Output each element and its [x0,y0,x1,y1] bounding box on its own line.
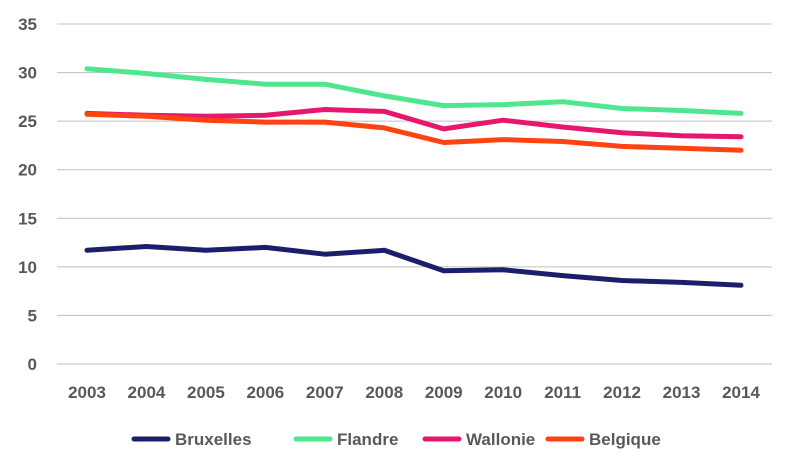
x-axis-tick-labels: 2003 2004 2005 2006 2007 2008 2009 2010 2011 2012… [68,383,760,402]
series-line-bruxelles [84,244,744,288]
x-tick-label: 2006 [246,383,284,402]
legend-label: Wallonie [466,430,535,449]
y-axis-tick-labels: 0 5 10 15 20 25 30 35 [18,15,37,374]
series-line-flandre [84,66,744,116]
x-tick-label: 2010 [484,383,522,402]
x-tick-label: 2013 [663,383,701,402]
x-tick-label: 2004 [128,383,166,402]
legend-label: Bruxelles [175,430,252,449]
series-lines [84,66,744,288]
series-line-belgique [84,111,744,153]
y-tick-label: 15 [18,209,37,228]
x-tick-label: 2007 [306,383,344,402]
y-tick-label: 25 [18,112,37,131]
x-tick-label: 2009 [425,383,463,402]
legend-item-flandre: Flandre [293,430,398,449]
y-tick-label: 30 [18,64,37,83]
series-line-wallonie [84,107,744,140]
y-tick-label: 0 [28,355,37,374]
x-tick-label: 2003 [68,383,106,402]
y-tick-label: 35 [18,15,37,34]
legend-label: Flandre [337,430,398,449]
x-tick-label: 2014 [722,383,760,402]
x-tick-label: 2011 [544,383,581,402]
y-tick-label: 10 [18,258,37,277]
x-tick-label: 2008 [365,383,403,402]
x-tick-label: 2005 [187,383,225,402]
legend-item-belgique: Belgique [545,430,661,449]
legend: Bruxelles Flandre Wallonie Belgique [131,430,661,449]
legend-item-bruxelles: Bruxelles [131,430,252,449]
y-tick-label: 5 [28,306,37,325]
y-tick-label: 20 [18,161,37,180]
legend-item-wallonie: Wallonie [422,430,535,449]
x-tick-label: 2012 [603,383,641,402]
legend-label: Belgique [589,430,661,449]
